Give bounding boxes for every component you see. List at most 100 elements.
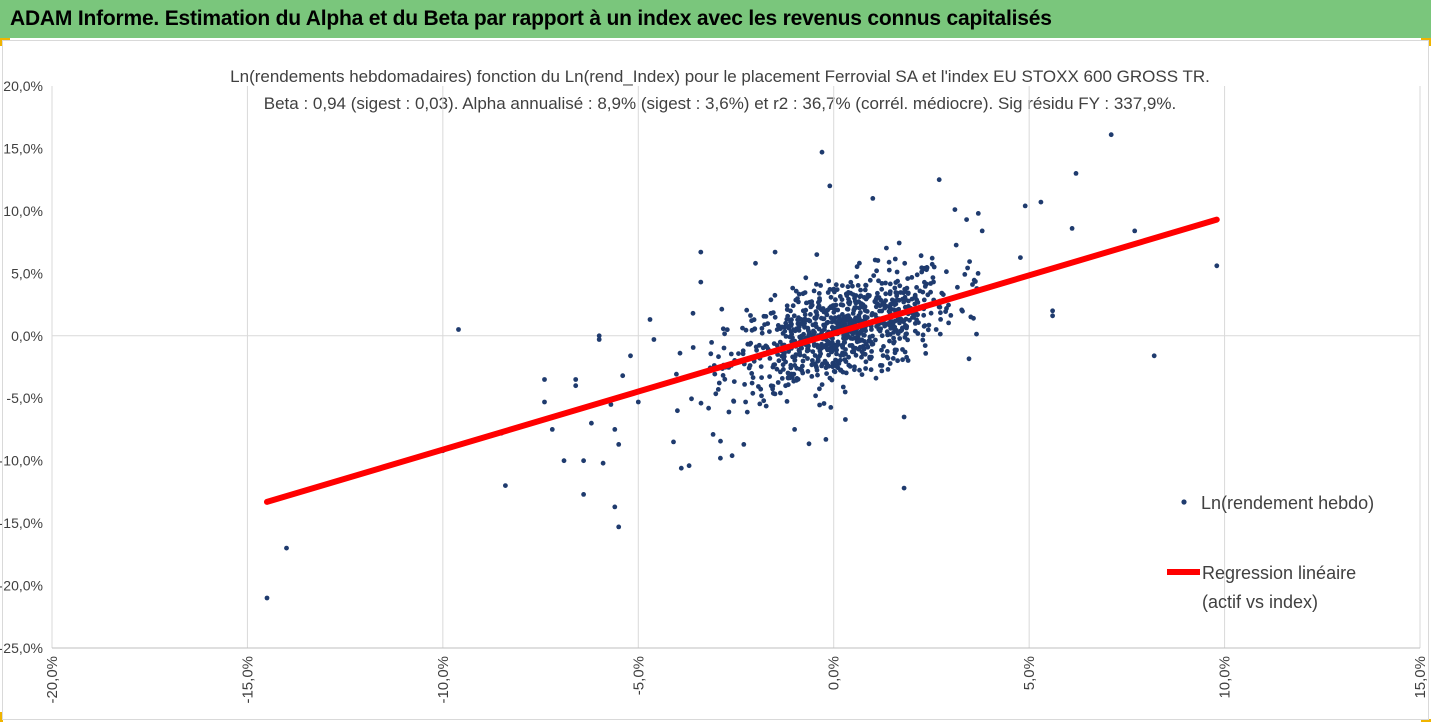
data-point xyxy=(846,354,851,360)
data-point xyxy=(960,308,965,314)
data-point xyxy=(785,375,791,380)
data-point xyxy=(869,354,874,360)
data-point xyxy=(778,369,783,375)
data-point xyxy=(542,399,547,405)
data-point xyxy=(897,283,903,289)
data-point xyxy=(768,297,774,303)
data-point xyxy=(776,358,782,364)
data-point xyxy=(797,352,803,358)
data-point xyxy=(812,353,818,358)
data-point xyxy=(690,345,696,350)
data-point xyxy=(879,286,885,292)
data-point xyxy=(718,438,723,444)
data-point xyxy=(811,288,817,294)
x-tick-labels: -20,0% -15,0% -10,0% -5,0% 0,0% 5,0% 10,0% 15,0… xyxy=(44,656,1429,704)
data-point xyxy=(596,337,602,342)
regression-line xyxy=(263,216,1220,505)
data-point xyxy=(871,273,877,278)
data-point xyxy=(893,280,899,285)
data-point xyxy=(1050,308,1055,314)
data-point xyxy=(821,316,827,322)
data-point xyxy=(790,303,796,309)
data-point xyxy=(742,382,747,387)
data-point xyxy=(868,367,874,373)
data-point xyxy=(933,327,939,332)
data-point xyxy=(903,331,909,337)
data-point xyxy=(817,386,822,392)
data-point xyxy=(814,365,819,370)
data-point xyxy=(926,322,932,328)
data-point xyxy=(914,285,919,290)
data-point xyxy=(1018,255,1023,260)
data-point xyxy=(886,259,892,265)
data-point xyxy=(675,408,680,414)
data-point xyxy=(903,297,909,303)
data-point xyxy=(1069,226,1075,231)
data-point xyxy=(863,359,869,365)
data-point xyxy=(832,344,837,350)
data-point xyxy=(966,356,972,362)
data-point xyxy=(772,314,778,320)
data-point xyxy=(750,375,756,380)
data-point xyxy=(264,595,270,601)
data-point xyxy=(975,211,981,216)
data-point xyxy=(818,283,823,288)
data-point xyxy=(799,333,804,339)
data-point xyxy=(900,347,905,352)
data-point xyxy=(874,268,879,274)
data-point xyxy=(862,304,868,310)
data-point xyxy=(922,284,928,289)
data-point xyxy=(914,311,919,317)
data-point xyxy=(791,378,797,384)
data-point xyxy=(902,260,908,266)
data-point xyxy=(813,393,818,399)
data-point xyxy=(870,196,876,201)
corner-accent-top-left xyxy=(0,38,10,41)
data-point xyxy=(854,339,860,345)
data-point xyxy=(860,351,866,356)
data-point xyxy=(855,283,861,288)
data-point xyxy=(790,354,795,360)
data-point xyxy=(899,327,905,333)
data-point xyxy=(892,324,898,330)
data-point xyxy=(805,325,811,331)
y-tick-label: -15,0% xyxy=(0,515,43,531)
data-point xyxy=(810,349,816,354)
data-point xyxy=(1151,353,1157,359)
data-point xyxy=(887,281,893,287)
data-point xyxy=(922,343,928,348)
data-point xyxy=(883,280,888,286)
data-point xyxy=(830,340,835,346)
data-point xyxy=(767,374,772,379)
y-tick-label: 20,0% xyxy=(3,78,43,94)
data-point xyxy=(967,259,972,264)
data-point xyxy=(758,386,764,392)
data-point xyxy=(815,356,821,361)
y-tick-label: 5,0% xyxy=(11,265,43,281)
data-point xyxy=(897,336,903,341)
data-point xyxy=(744,409,750,415)
data-point xyxy=(829,324,835,330)
data-point xyxy=(612,504,618,510)
data-point xyxy=(716,354,721,360)
data-point xyxy=(968,314,974,320)
data-point xyxy=(616,442,622,447)
data-point xyxy=(795,317,800,323)
data-point xyxy=(690,310,696,316)
data-point xyxy=(883,291,889,297)
data-point xyxy=(965,265,970,271)
data-point xyxy=(922,279,927,285)
data-point xyxy=(1073,171,1079,176)
data-point xyxy=(858,287,863,293)
corner-accent-top-right xyxy=(1421,38,1431,41)
data-point xyxy=(854,274,860,279)
legend-scatter-marker xyxy=(1181,499,1187,505)
data-point xyxy=(914,317,919,323)
data-point xyxy=(731,398,736,404)
data-point xyxy=(880,353,886,358)
data-point xyxy=(800,358,806,364)
data-point xyxy=(885,355,891,361)
data-point xyxy=(846,334,852,340)
data-point xyxy=(938,317,943,322)
data-point xyxy=(882,305,888,311)
